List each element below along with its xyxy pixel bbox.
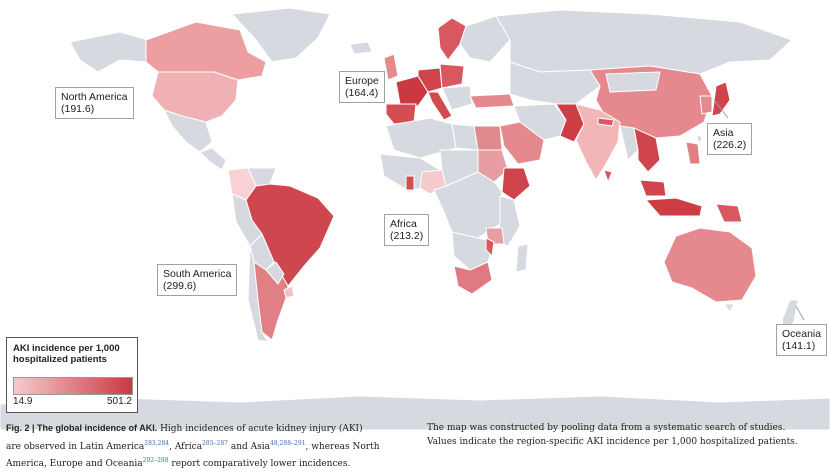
region-value: (191.6) — [61, 103, 95, 115]
figure-caption-left: Fig. 2 | The global incidence of AKI. Hi… — [6, 422, 426, 472]
country-south-africa — [453, 261, 493, 295]
country-iceland — [349, 41, 373, 55]
figure-caption-right: The map was constructed by pooling data … — [427, 422, 827, 449]
country-greenland — [231, 7, 331, 63]
country-malawi — [485, 237, 495, 257]
country-papua — [715, 203, 743, 223]
region-antarctica — [0, 395, 830, 430]
reference-link[interactable]: 285–287 — [202, 439, 228, 447]
region-label-south-america: South America (299.6) — [157, 264, 238, 296]
region-value: (164.4) — [345, 87, 379, 99]
region-label-africa: Africa (213.2) — [384, 214, 430, 246]
legend-color-scale — [13, 377, 133, 395]
country-philippines — [685, 141, 701, 165]
caption-line-1: Fig. 2 | The global incidence of AKI. Hi… — [6, 423, 363, 434]
country-australia — [663, 227, 757, 303]
country-russia — [495, 9, 793, 75]
country-mexico — [163, 109, 213, 153]
region-name: Asia — [713, 127, 734, 139]
country-usa — [151, 71, 239, 123]
country-france — [395, 75, 429, 107]
region-name: Oceania — [782, 328, 822, 340]
country-alaska — [69, 31, 149, 73]
country-taiwan — [695, 135, 703, 145]
country-uruguay — [283, 285, 295, 299]
region-name: Africa — [390, 218, 417, 230]
country-paraguay — [265, 261, 285, 285]
country-thailand-vietnam — [633, 127, 661, 173]
country-turkey — [469, 93, 515, 109]
region-central-america — [199, 147, 227, 171]
country-korea — [699, 95, 713, 115]
country-tasmania — [723, 303, 735, 313]
caption-line-2: are observed in Latin America283,284, Af… — [6, 439, 380, 452]
figure-label: Fig. 2 | The global incidence of AKI. — [6, 423, 158, 433]
region-value: (141.1) — [782, 340, 816, 352]
region-label-europe: Europe (164.4) — [339, 71, 385, 103]
region-value: (299.6) — [163, 280, 197, 292]
region-name: North America — [61, 91, 128, 103]
map-legend: AKI incidence per 1,000 hospitalized pat… — [6, 337, 138, 413]
country-poland — [439, 63, 465, 89]
caption-line-2: Values indicate the region-specific AKI … — [427, 436, 798, 447]
legend-title: AKI incidence per 1,000 hospitalized pat… — [13, 343, 120, 365]
country-brazil — [245, 183, 335, 287]
region-label-asia: Asia (226.2) — [707, 123, 753, 155]
country-ethiopia — [501, 167, 531, 201]
country-nepal — [597, 117, 615, 127]
callout-leader-lines — [713, 99, 805, 321]
country-malaysia — [639, 179, 667, 197]
country-japan — [711, 81, 731, 117]
region-value: (226.2) — [713, 139, 747, 151]
world-map — [0, 7, 830, 430]
country-mongolia — [605, 71, 661, 93]
country-uk — [383, 53, 399, 81]
country-balkans — [441, 85, 473, 111]
region-name: Europe — [345, 75, 379, 87]
reference-link[interactable]: 48,288–291 — [270, 439, 306, 447]
reference-link[interactable]: 283,284 — [144, 439, 170, 447]
region-name: South America — [163, 268, 232, 280]
country-indonesia — [645, 197, 703, 217]
region-label-oceania: Oceania (141.1) — [776, 324, 828, 356]
region-label-north-america: North America (191.6) — [55, 87, 134, 119]
country-sri-lanka — [603, 169, 613, 183]
country-italy — [427, 91, 453, 121]
legend-min-value: 14.9 — [13, 396, 33, 407]
caption-line-1: The map was constructed by pooling data … — [427, 423, 786, 433]
caption-line-3: America, Europe and Oceania292–298 repor… — [6, 457, 351, 469]
reference-link[interactable]: 292–298 — [142, 457, 169, 464]
country-sudan — [477, 149, 509, 183]
country-ghana — [405, 175, 415, 191]
region-value: (213.2) — [390, 230, 424, 242]
country-madagascar — [515, 243, 529, 273]
country-egypt — [473, 125, 503, 151]
country-canada — [145, 21, 267, 81]
country-germany — [417, 67, 443, 93]
legend-max-value: 501.2 — [106, 396, 132, 407]
